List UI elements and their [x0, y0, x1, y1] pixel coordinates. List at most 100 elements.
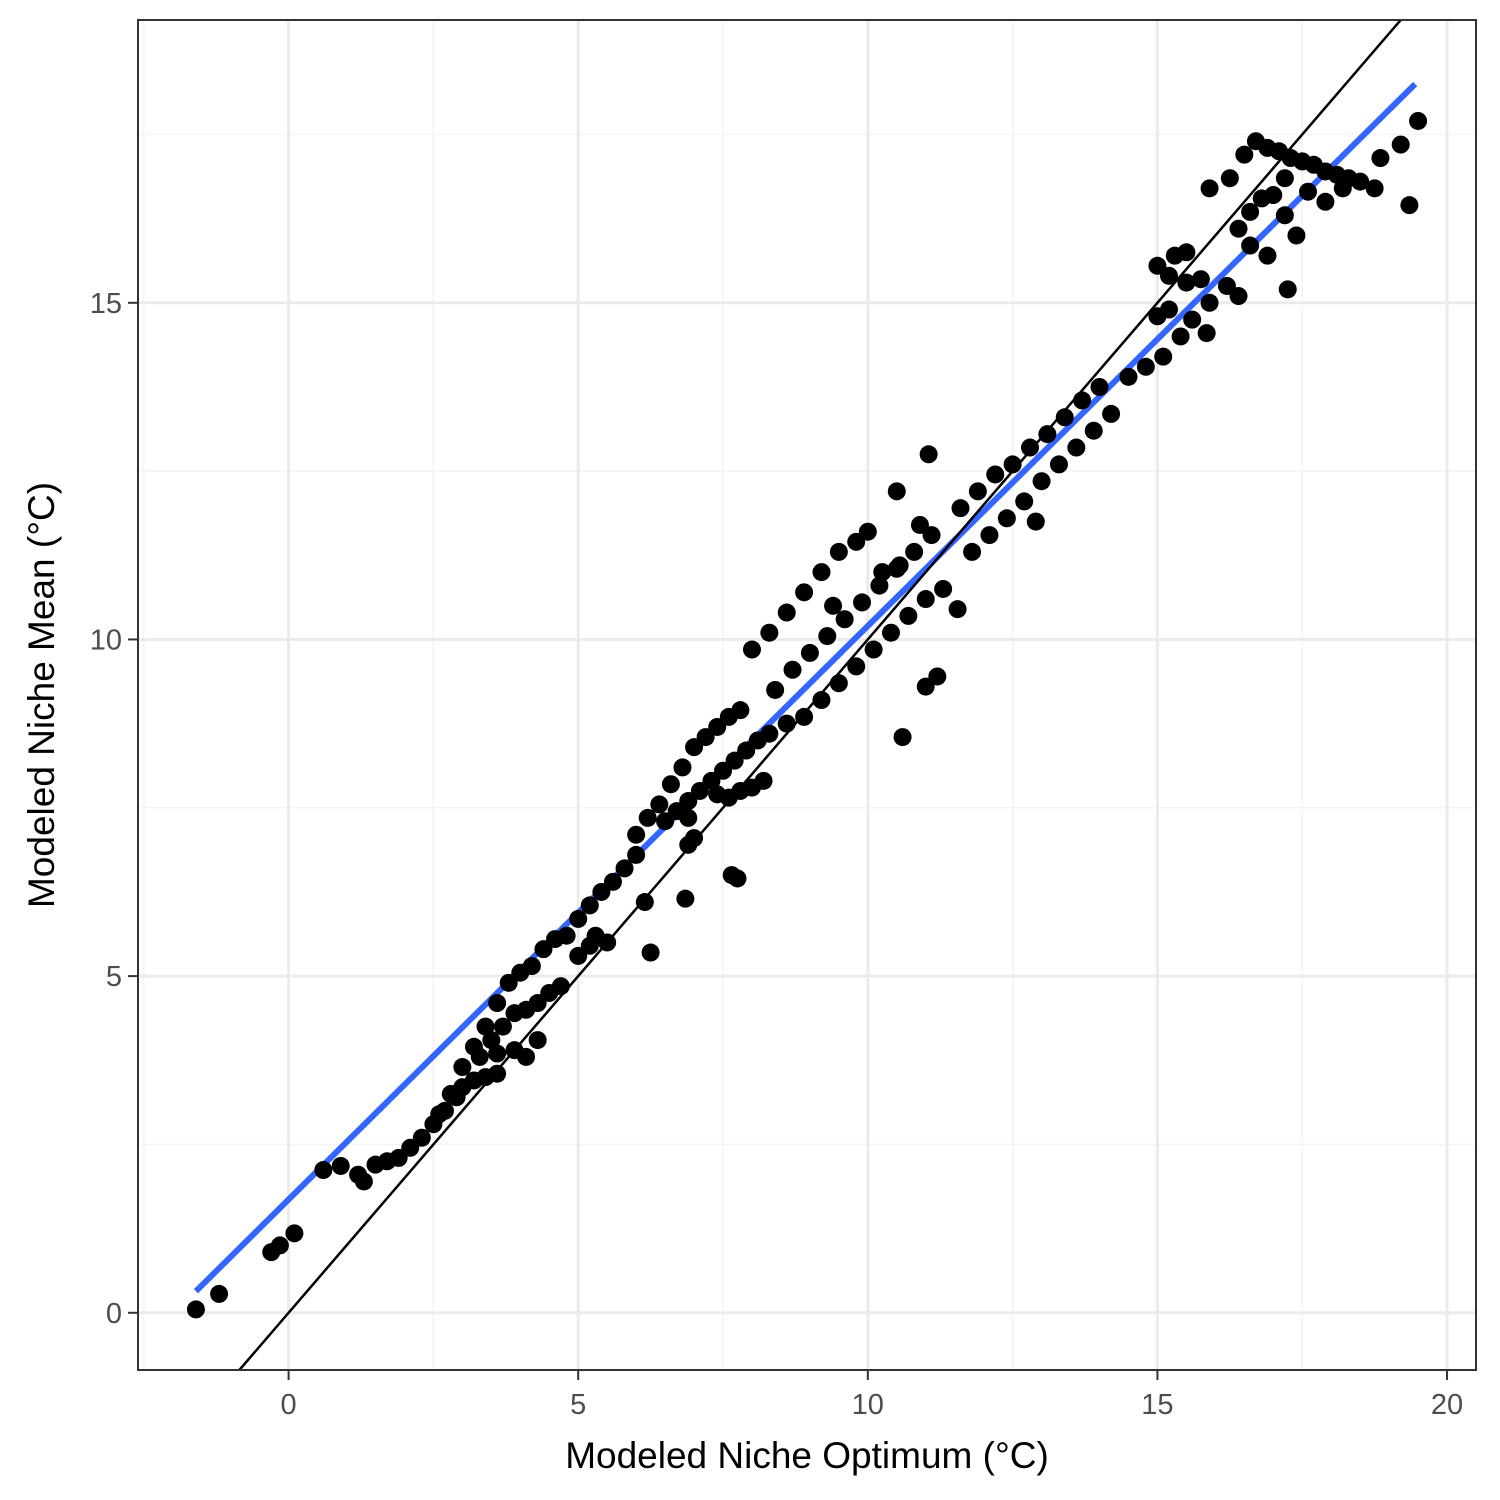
y-tick-label: 0	[106, 1298, 122, 1330]
data-point	[270, 1236, 289, 1255]
data-point	[314, 1161, 333, 1180]
fit-line-layer	[193, 81, 1418, 1294]
data-point	[580, 936, 599, 955]
data-point	[517, 1047, 536, 1066]
y-tick-label: 10	[90, 624, 122, 656]
data-point	[641, 943, 660, 962]
data-point	[847, 657, 866, 676]
data-point	[1160, 266, 1179, 285]
data-point	[1177, 273, 1196, 292]
data-point	[1275, 206, 1294, 225]
data-point	[673, 758, 692, 777]
data-point	[1351, 172, 1370, 191]
data-point	[760, 724, 779, 743]
data-point	[401, 1138, 420, 1157]
data-point	[928, 667, 947, 686]
data-point	[1177, 243, 1196, 262]
data-point	[534, 940, 553, 959]
data-point	[1136, 357, 1155, 376]
data-point	[1365, 179, 1384, 198]
data-point	[1154, 347, 1173, 366]
data-point	[482, 1031, 501, 1050]
panel-border	[137, 19, 1477, 1371]
data-point	[818, 627, 837, 646]
data-point	[522, 957, 541, 976]
data-point	[592, 882, 611, 901]
data-point	[1084, 421, 1103, 440]
major-grid	[138, 20, 1476, 1370]
data-point	[731, 701, 750, 720]
data-point	[1400, 196, 1419, 215]
data-point	[795, 583, 814, 602]
data-point	[453, 1058, 472, 1077]
y-axis-title: Modeled Niche Mean (°C)	[21, 482, 62, 908]
data-point	[488, 994, 507, 1013]
data-point	[685, 738, 704, 757]
data-point	[800, 643, 819, 662]
data-point	[676, 889, 695, 908]
y-tick-label: 5	[106, 961, 122, 993]
data-point	[899, 606, 918, 625]
data-point	[1217, 276, 1236, 295]
data-point	[864, 640, 883, 659]
data-point	[951, 499, 970, 518]
data-point	[890, 556, 909, 575]
data-point	[528, 994, 547, 1013]
data-point	[650, 795, 669, 814]
data-point	[488, 1064, 507, 1083]
data-point	[635, 893, 654, 912]
data-point	[714, 761, 733, 780]
data-point	[742, 640, 761, 659]
data-point	[1229, 219, 1248, 238]
data-point	[1055, 408, 1074, 427]
data-point	[1148, 256, 1167, 275]
data-point	[679, 835, 698, 854]
data-point	[679, 808, 698, 827]
data-point	[1241, 202, 1260, 221]
regression-line	[193, 81, 1418, 1294]
data-point	[1015, 492, 1034, 511]
data-point	[795, 707, 814, 726]
y-tick-label: 15	[90, 288, 122, 320]
data-point	[661, 775, 680, 794]
data-point	[1371, 149, 1390, 168]
data-point	[948, 600, 967, 619]
data-point	[847, 532, 866, 551]
data-point	[557, 926, 576, 945]
data-point	[615, 859, 634, 878]
data-point	[1200, 179, 1219, 198]
data-point	[488, 1044, 507, 1063]
data-point	[412, 1128, 431, 1147]
data-point	[1333, 179, 1352, 198]
data-point	[968, 482, 987, 501]
data-point	[1073, 391, 1092, 410]
data-point	[1278, 280, 1297, 299]
data-point	[1032, 472, 1051, 491]
data-point	[702, 771, 721, 790]
data-point	[470, 1047, 489, 1066]
data-point	[812, 691, 831, 710]
data-point	[1171, 327, 1190, 346]
data-point	[1264, 186, 1283, 205]
data-point	[528, 1031, 547, 1050]
data-point	[887, 482, 906, 501]
data-point	[980, 526, 999, 545]
data-point	[1021, 438, 1039, 457]
data-point	[1220, 169, 1239, 188]
scatter-points	[186, 111, 1428, 1319]
data-point	[853, 593, 872, 612]
data-point	[696, 728, 715, 747]
data-point	[916, 590, 935, 609]
data-point	[1229, 287, 1248, 306]
x-axis-title: Modeled Niche Optimum (°C)	[565, 1435, 1049, 1476]
data-point	[737, 741, 756, 760]
data-point	[580, 896, 599, 915]
data-point	[919, 445, 938, 464]
data-point	[627, 845, 646, 864]
data-point	[777, 714, 796, 733]
data-point	[754, 771, 773, 790]
data-point	[1038, 425, 1057, 444]
x-tick-label: 5	[570, 1389, 586, 1421]
data-point	[829, 542, 848, 561]
